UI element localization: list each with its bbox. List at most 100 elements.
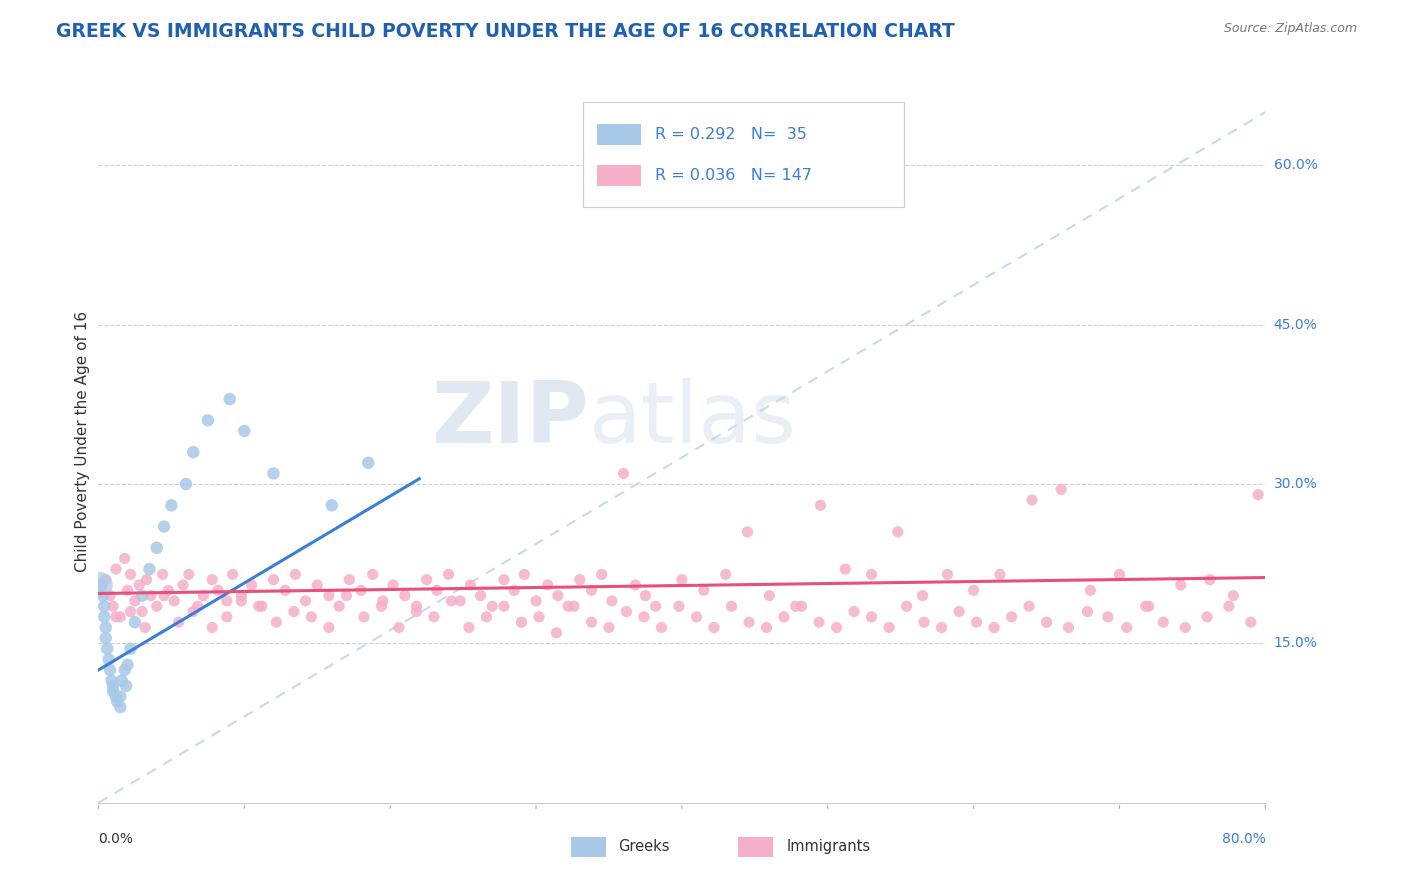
Text: ZIP: ZIP xyxy=(430,378,589,461)
Point xyxy=(931,620,953,634)
Point xyxy=(1135,599,1157,614)
Point xyxy=(513,567,536,582)
Point xyxy=(274,583,297,598)
Point xyxy=(193,589,215,603)
Point xyxy=(911,589,934,603)
Point xyxy=(146,599,169,614)
Point xyxy=(318,620,340,634)
Text: 60.0%: 60.0% xyxy=(1274,158,1317,172)
Point xyxy=(98,663,121,677)
Point xyxy=(948,605,970,619)
Point xyxy=(94,620,117,634)
Point xyxy=(181,445,204,459)
Point xyxy=(475,610,498,624)
Point xyxy=(983,620,1005,634)
Point xyxy=(382,578,405,592)
Point xyxy=(197,413,219,427)
Point xyxy=(458,620,481,634)
Point xyxy=(394,589,416,603)
Point xyxy=(492,599,515,614)
Point xyxy=(510,615,533,630)
Point xyxy=(128,578,150,592)
Point xyxy=(650,620,672,634)
Text: Source: ZipAtlas.com: Source: ZipAtlas.com xyxy=(1223,22,1357,36)
Point xyxy=(810,498,832,512)
Point xyxy=(110,610,132,624)
Point xyxy=(350,583,373,598)
Point xyxy=(842,605,865,619)
Point xyxy=(167,615,190,630)
Point xyxy=(547,589,569,603)
Point xyxy=(299,610,322,624)
Point xyxy=(634,589,657,603)
Point xyxy=(703,620,725,634)
Point xyxy=(104,562,127,576)
Point xyxy=(101,684,124,698)
Point xyxy=(117,657,139,672)
Point xyxy=(1057,620,1080,634)
Point xyxy=(481,599,503,614)
Point xyxy=(124,594,146,608)
Point xyxy=(207,583,229,598)
Point xyxy=(685,610,707,624)
Point xyxy=(527,610,550,624)
Point xyxy=(146,541,169,555)
Point xyxy=(738,615,761,630)
Point xyxy=(215,610,238,624)
Point xyxy=(163,594,186,608)
Point xyxy=(233,424,256,438)
Point xyxy=(120,605,142,619)
FancyBboxPatch shape xyxy=(596,165,641,186)
Point xyxy=(98,589,121,603)
Point xyxy=(591,567,613,582)
Point xyxy=(1035,615,1057,630)
Point xyxy=(415,573,437,587)
Point xyxy=(172,578,194,592)
Point xyxy=(152,567,174,582)
FancyBboxPatch shape xyxy=(571,837,606,857)
Point xyxy=(250,599,273,614)
Text: GREEK VS IMMIGRANTS CHILD POVERTY UNDER THE AGE OF 16 CORRELATION CHART: GREEK VS IMMIGRANTS CHILD POVERTY UNDER … xyxy=(56,22,955,41)
Point xyxy=(117,583,139,598)
Point xyxy=(966,615,988,630)
Point xyxy=(131,589,153,603)
Point xyxy=(335,589,357,603)
Point xyxy=(174,477,197,491)
Point xyxy=(353,610,375,624)
Point xyxy=(437,567,460,582)
Point xyxy=(111,673,134,688)
Point xyxy=(714,567,737,582)
Point xyxy=(426,583,449,598)
Point xyxy=(110,700,132,714)
Point xyxy=(808,615,831,630)
Point xyxy=(105,695,128,709)
Point xyxy=(100,673,122,688)
Text: 15.0%: 15.0% xyxy=(1274,636,1317,650)
Y-axis label: Child Poverty Under the Age of 16: Child Poverty Under the Age of 16 xyxy=(75,311,90,572)
Text: 45.0%: 45.0% xyxy=(1274,318,1317,332)
Point xyxy=(720,599,742,614)
Point xyxy=(624,578,647,592)
Point xyxy=(1222,589,1244,603)
Point xyxy=(557,599,579,614)
Point xyxy=(834,562,856,576)
Point xyxy=(671,573,693,587)
Point xyxy=(131,605,153,619)
Point xyxy=(537,578,560,592)
Point xyxy=(633,610,655,624)
Point xyxy=(91,589,114,603)
Point xyxy=(266,615,288,630)
Point xyxy=(153,589,176,603)
Point xyxy=(124,615,146,630)
Point xyxy=(357,456,380,470)
Point xyxy=(307,578,329,592)
Point xyxy=(1261,620,1284,634)
Point xyxy=(1076,605,1098,619)
Point xyxy=(470,589,492,603)
Point xyxy=(93,599,115,614)
Text: Immigrants: Immigrants xyxy=(787,839,872,855)
Point xyxy=(600,594,623,608)
Point xyxy=(160,498,183,512)
Point xyxy=(1021,493,1043,508)
Point xyxy=(737,524,759,539)
